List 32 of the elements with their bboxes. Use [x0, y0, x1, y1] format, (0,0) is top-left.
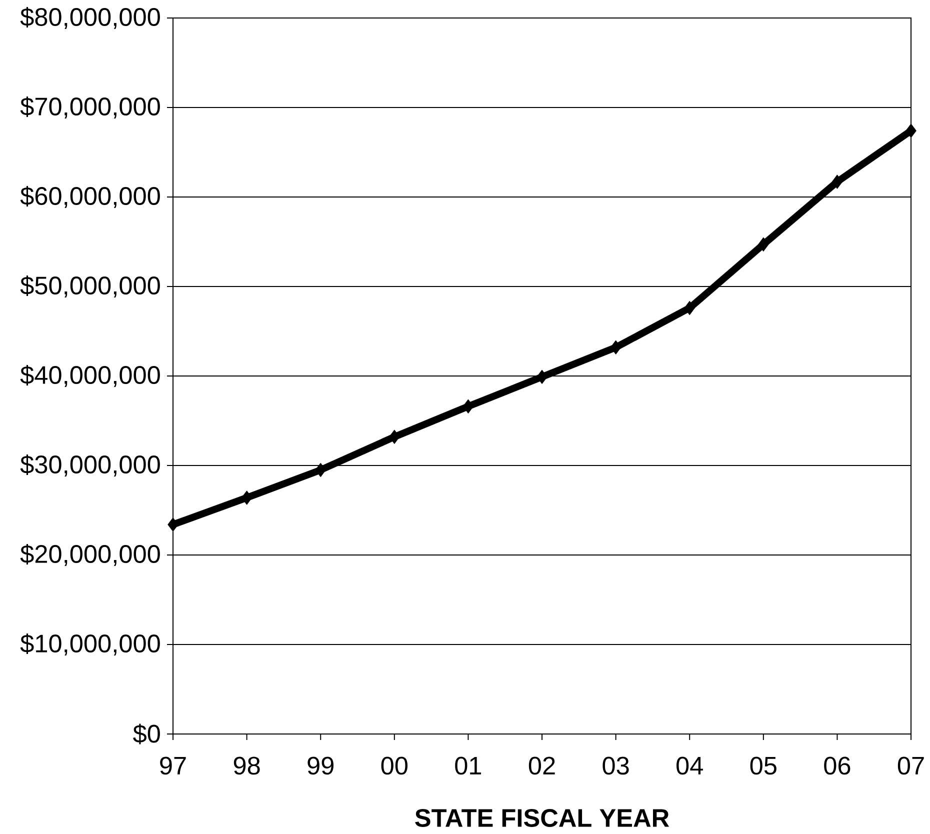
- point: [684, 300, 695, 315]
- y-tick-label: $40,000,000: [20, 365, 160, 387]
- point: [241, 490, 252, 505]
- point: [906, 124, 916, 138]
- point: [832, 174, 843, 189]
- x-tick-label: 97: [160, 756, 186, 775]
- x-tick-label: 98: [234, 756, 260, 775]
- y-tick-label: $50,000,000: [20, 276, 160, 298]
- x-tick-label: 00: [381, 756, 408, 775]
- x-tick-label: 05: [750, 756, 776, 775]
- point: [168, 518, 178, 532]
- x-tick-label: 07: [898, 756, 924, 775]
- point: [536, 370, 548, 384]
- x-tick-label: 06: [824, 756, 850, 775]
- y-tick-label: $30,000,000: [20, 454, 160, 476]
- x-tick-label: 03: [602, 756, 629, 775]
- point: [462, 399, 474, 414]
- y-tick-label: $60,000,000: [20, 186, 160, 208]
- x-tick-label: 04: [676, 756, 703, 775]
- x-axis-title: STATE FISCAL YEAR: [415, 809, 670, 827]
- x-tick-label: 02: [528, 756, 555, 775]
- point: [315, 462, 326, 477]
- y-tick-label: $20,000,000: [20, 544, 160, 566]
- x-tick-label: 99: [308, 756, 334, 775]
- x-tick-label: 01: [455, 756, 482, 775]
- y-tick-label: $10,000,000: [20, 634, 160, 656]
- point: [389, 430, 400, 444]
- y-tick-label: $70,000,000: [20, 96, 160, 118]
- point: [758, 237, 769, 252]
- y-tick-label: $0: [133, 724, 160, 744]
- y-tick-label: $80,000,000: [20, 7, 160, 29]
- point: [610, 340, 622, 354]
